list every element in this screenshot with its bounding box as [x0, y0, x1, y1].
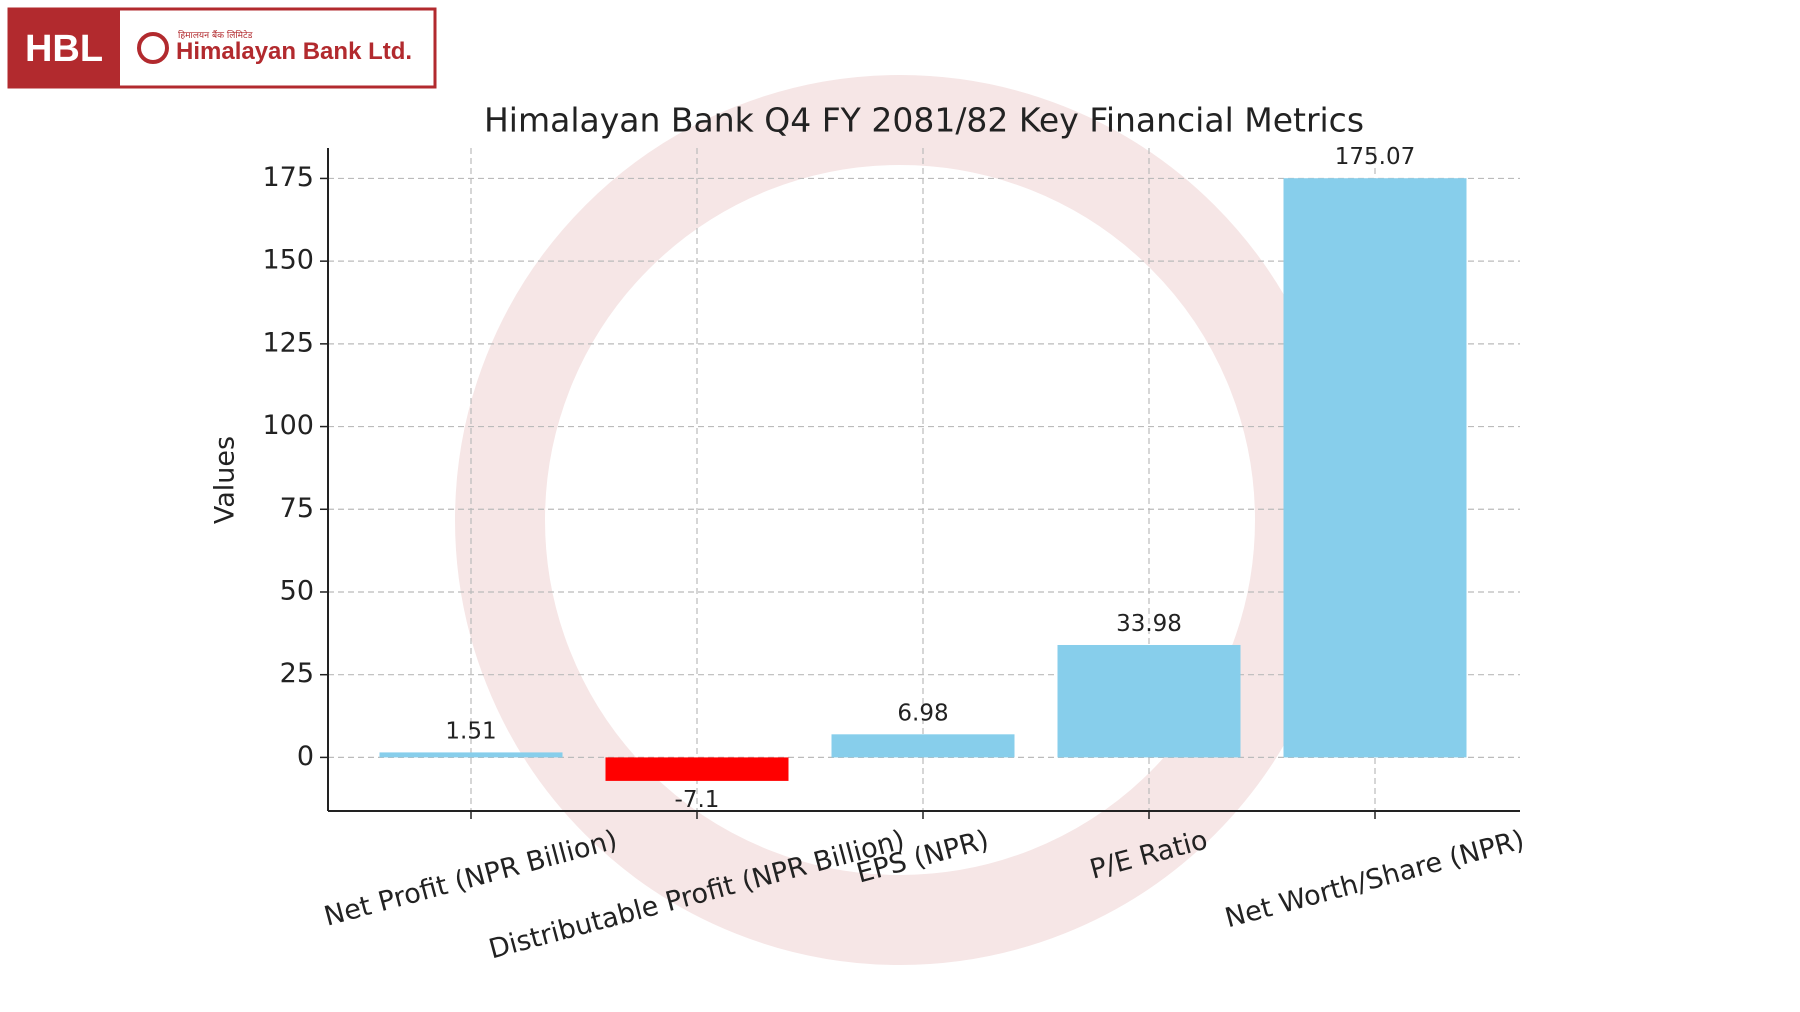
- logo-red: [9, 9, 120, 87]
- data-label: 175.07: [1335, 144, 1415, 170]
- bar: [1057, 644, 1241, 758]
- y-tick-label: 50: [280, 575, 314, 606]
- chart-title: Himalayan Bank Q4 FY 2081/82 Key Financi…: [484, 101, 1364, 140]
- logo-name: Himalayan Bank Ltd.: [176, 38, 412, 65]
- data-label: -7.1: [675, 787, 720, 813]
- y-tick-label: 100: [262, 410, 314, 441]
- data-label: 1.51: [445, 718, 496, 744]
- bar: [1283, 178, 1467, 758]
- watermark: [455, 75, 1345, 965]
- logo-emblem: [137, 32, 169, 64]
- data-label: 33.98: [1116, 611, 1182, 637]
- logo-abbr: HBL: [25, 28, 103, 70]
- logo-native: हिमालयन बैंक लिमिटेड: [178, 29, 253, 41]
- y-axis-label: Values: [210, 436, 241, 524]
- bar: [379, 752, 563, 758]
- data-label: 6.98: [897, 700, 948, 726]
- x-tick-label: Net Worth/Share (NPR): [1222, 825, 1528, 935]
- bar: [831, 734, 1015, 758]
- y-tick-label: 175: [262, 162, 314, 193]
- y-tick-label: 150: [262, 245, 314, 276]
- y-tick-label: 0: [297, 741, 314, 772]
- y-tick-label: 75: [280, 493, 314, 524]
- bar: [605, 757, 789, 781]
- y-tick-label: 25: [280, 658, 314, 689]
- y-tick-label: 125: [262, 327, 314, 358]
